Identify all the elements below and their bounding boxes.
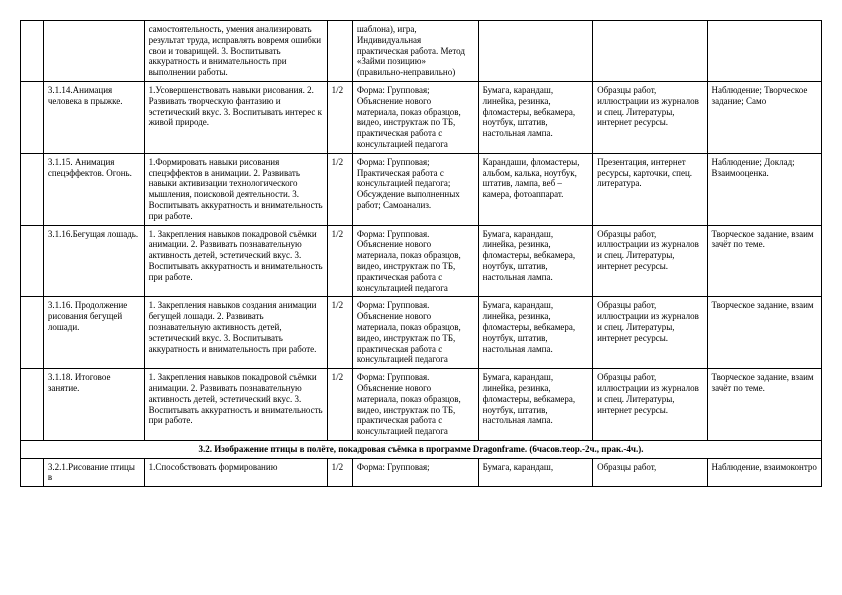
table-cell: 3.2.1.Рисование птицы в <box>43 458 144 487</box>
table-cell <box>707 21 821 82</box>
curriculum-table: самостоятельность, умения анализировать … <box>20 20 822 487</box>
table-row: 3.1.16. Продолжение рисования бегущей ло… <box>21 297 822 369</box>
table-cell <box>21 369 44 441</box>
table-cell: 1.Формировать навыки рисования спецэффек… <box>144 153 327 225</box>
table-cell: 1/2 <box>327 369 352 441</box>
table-cell: Форма: Групповая. Объяснение нового мате… <box>352 225 478 297</box>
table-cell <box>43 21 144 82</box>
section-header-row: 3.2. Изображение птицы в полёте, покадро… <box>21 440 822 458</box>
table-cell: Бумага, карандаш, линейка, резинка, флом… <box>478 369 592 441</box>
section-header-cell: 3.2. Изображение птицы в полёте, покадро… <box>21 440 822 458</box>
table-cell: Карандаши, фломастеры, альбом, калька, н… <box>478 153 592 225</box>
table-row: самостоятельность, умения анализировать … <box>21 21 822 82</box>
table-cell: Образцы работ, иллюстрации из журналов и… <box>593 225 707 297</box>
table-cell <box>21 153 44 225</box>
table-cell: Образцы работ, иллюстрации из журналов и… <box>593 81 707 153</box>
table-cell: Форма: Групповая. Объяснение нового мате… <box>352 369 478 441</box>
table-cell: 1. Закрепления навыков создания анимации… <box>144 297 327 369</box>
table-cell: 1/2 <box>327 153 352 225</box>
table-cell: Творческое задание, взаим <box>707 297 821 369</box>
table-cell <box>21 458 44 487</box>
table-cell: Наблюдение, взаимоконтро <box>707 458 821 487</box>
table-cell <box>478 21 592 82</box>
table-cell: 1.Способствовать формированию <box>144 458 327 487</box>
table-cell: 1. Закрепления навыков покадровой съёмки… <box>144 369 327 441</box>
table-cell: Бумага, карандаш, линейка, резинка, флом… <box>478 225 592 297</box>
table-cell: Форма: Групповая; <box>352 458 478 487</box>
table-row: 3.1.14.Анимация человека в прыжке.1.Усов… <box>21 81 822 153</box>
table-cell <box>327 21 352 82</box>
table-cell: Образцы работ, иллюстрации из журналов и… <box>593 369 707 441</box>
table-cell: 3.1.18. Итоговое занятие. <box>43 369 144 441</box>
table-cell: 1/2 <box>327 225 352 297</box>
table-cell: шаблона), игра, Индивидуальная практичес… <box>352 21 478 82</box>
table-cell: 3.1.15. Анимация спецэффектов. Огонь. <box>43 153 144 225</box>
table-cell: 1. Закрепления навыков покадровой съёмки… <box>144 225 327 297</box>
table-cell: 1.Усовершенствовать навыки рисования. 2.… <box>144 81 327 153</box>
table-cell: Форма: Групповая. Объяснение нового мате… <box>352 297 478 369</box>
table-cell: Образцы работ, <box>593 458 707 487</box>
table-cell: 3.1.16. Продолжение рисования бегущей ло… <box>43 297 144 369</box>
table-cell: Форма: Групповая; Практическая работа с … <box>352 153 478 225</box>
table-cell: Форма: Групповая; Объяснение нового мате… <box>352 81 478 153</box>
table-cell: 1/2 <box>327 297 352 369</box>
table-cell: Творческое задание, взаим зачёт по теме. <box>707 369 821 441</box>
table-cell <box>21 81 44 153</box>
table-row: 3.1.18. Итоговое занятие.1. Закрепления … <box>21 369 822 441</box>
table-row: 3.1.15. Анимация спецэффектов. Огонь.1.Ф… <box>21 153 822 225</box>
table-cell: Бумага, карандаш, <box>478 458 592 487</box>
table-cell: Презентация, интернет ресурсы, карточки,… <box>593 153 707 225</box>
table-row: 3.2.1.Рисование птицы в1.Способствовать … <box>21 458 822 487</box>
table-cell: Творческое задание, взаим зачёт по теме. <box>707 225 821 297</box>
table-cell: Бумага, карандаш, линейка, резинка, флом… <box>478 81 592 153</box>
table-cell: Наблюдение; Творческое задание; Само <box>707 81 821 153</box>
table-cell: 1/2 <box>327 458 352 487</box>
table-cell: 3.1.16.Бегущая лошадь. <box>43 225 144 297</box>
table-cell: Бумага, карандаш, линейка, резинка, флом… <box>478 297 592 369</box>
table-cell: Наблюдение; Доклад; Взаимооценка. <box>707 153 821 225</box>
table-cell: самостоятельность, умения анализировать … <box>144 21 327 82</box>
table-cell <box>21 297 44 369</box>
table-cell <box>21 225 44 297</box>
table-cell <box>593 21 707 82</box>
table-cell: Образцы работ, иллюстрации из журналов и… <box>593 297 707 369</box>
table-cell <box>21 21 44 82</box>
table-cell: 3.1.14.Анимация человека в прыжке. <box>43 81 144 153</box>
table-cell: 1/2 <box>327 81 352 153</box>
table-row: 3.1.16.Бегущая лошадь.1. Закрепления нав… <box>21 225 822 297</box>
